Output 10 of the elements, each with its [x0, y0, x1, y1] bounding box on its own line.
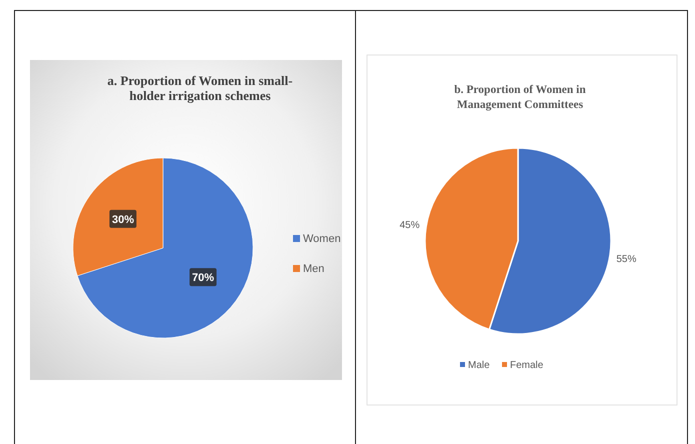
- data-label: 55%: [616, 254, 637, 266]
- legend-label: Women: [303, 233, 341, 245]
- data-label: 45%: [400, 220, 420, 231]
- legend-label: Male: [468, 360, 490, 371]
- legend-label: Female: [510, 360, 544, 371]
- data-label: 70%: [192, 272, 214, 284]
- chart-title: a. Proportion of Women in small-holder irrigation schemes: [107, 73, 293, 103]
- data-label: 30%: [112, 214, 134, 226]
- chart-title: b. Proportion of Women in Management Committees: [454, 84, 586, 111]
- legend-label: Men: [303, 263, 324, 275]
